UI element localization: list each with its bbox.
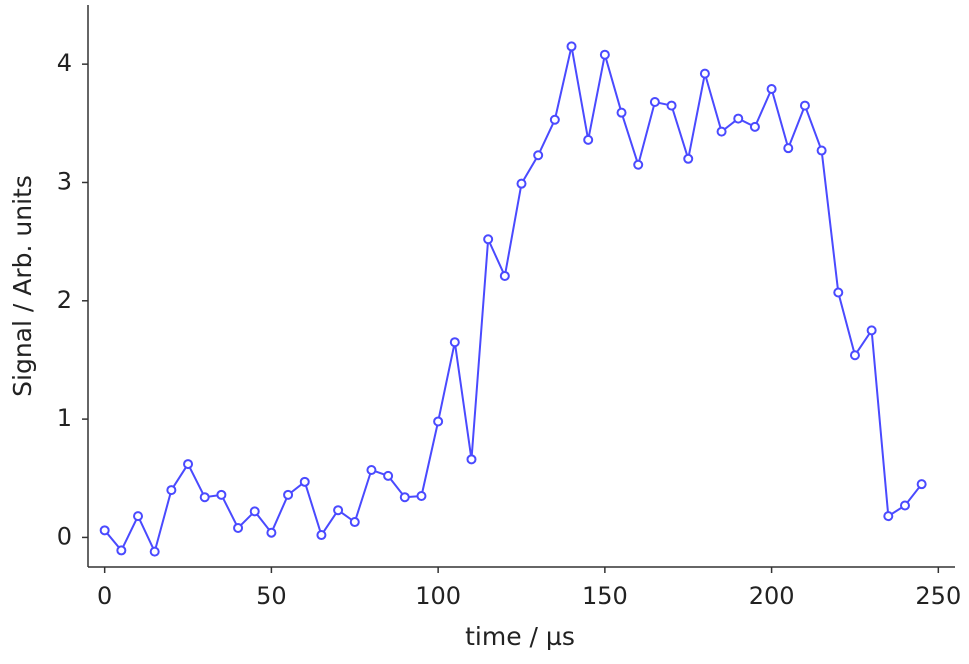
marker [116, 545, 127, 556]
marker [483, 234, 494, 245]
marker [899, 500, 910, 511]
y-tick-label: 2 [57, 286, 72, 314]
line [103, 46, 923, 555]
marker [299, 476, 310, 487]
marker [733, 113, 744, 124]
marker [833, 287, 844, 298]
marker [666, 100, 677, 111]
marker [149, 546, 160, 557]
marker [766, 84, 777, 95]
marker [416, 491, 427, 502]
marker [583, 134, 594, 145]
marker [683, 153, 694, 164]
marker [783, 143, 794, 154]
y-tick-label: 3 [57, 167, 72, 195]
marker [816, 145, 827, 156]
marker [216, 489, 227, 500]
marker [916, 479, 927, 490]
marker [433, 416, 444, 427]
marker [199, 492, 210, 503]
marker [166, 485, 177, 496]
marker [516, 178, 527, 189]
marker [133, 511, 144, 522]
marker [333, 505, 344, 516]
marker [316, 530, 327, 541]
x-tick-label: 250 [915, 582, 961, 610]
marker [716, 126, 727, 137]
marker [99, 525, 110, 536]
marker [449, 337, 460, 348]
x-tick-label: 200 [749, 582, 795, 610]
marker [466, 454, 477, 465]
marker [649, 97, 660, 108]
y-tick-label: 0 [57, 522, 72, 550]
marker [233, 522, 244, 533]
marker [266, 527, 277, 538]
x-axis-title: time / µs [465, 622, 575, 651]
marker [633, 159, 644, 170]
marker [399, 492, 410, 503]
marker [616, 107, 627, 118]
y-axis-title: Signal / Arb. units [8, 175, 37, 397]
x-tick-label: 0 [97, 582, 112, 610]
marker [183, 459, 194, 470]
y-tick-label: 1 [57, 404, 72, 432]
marker [866, 325, 877, 336]
marker [883, 511, 894, 522]
x-tick-label: 100 [415, 582, 461, 610]
marker [383, 470, 394, 481]
marker [749, 121, 760, 132]
marker [549, 114, 560, 125]
marker [283, 489, 294, 500]
marker [799, 100, 810, 111]
marker [366, 464, 377, 475]
marker [566, 41, 577, 52]
x-tick-label: 150 [582, 582, 628, 610]
marker [499, 270, 510, 281]
y-tick-label: 4 [57, 49, 72, 77]
marker [249, 506, 260, 517]
marker [599, 49, 610, 60]
marker [849, 350, 860, 361]
marker [699, 68, 710, 79]
marker [349, 517, 360, 528]
marker [533, 150, 544, 161]
x-tick-label: 50 [256, 582, 287, 610]
